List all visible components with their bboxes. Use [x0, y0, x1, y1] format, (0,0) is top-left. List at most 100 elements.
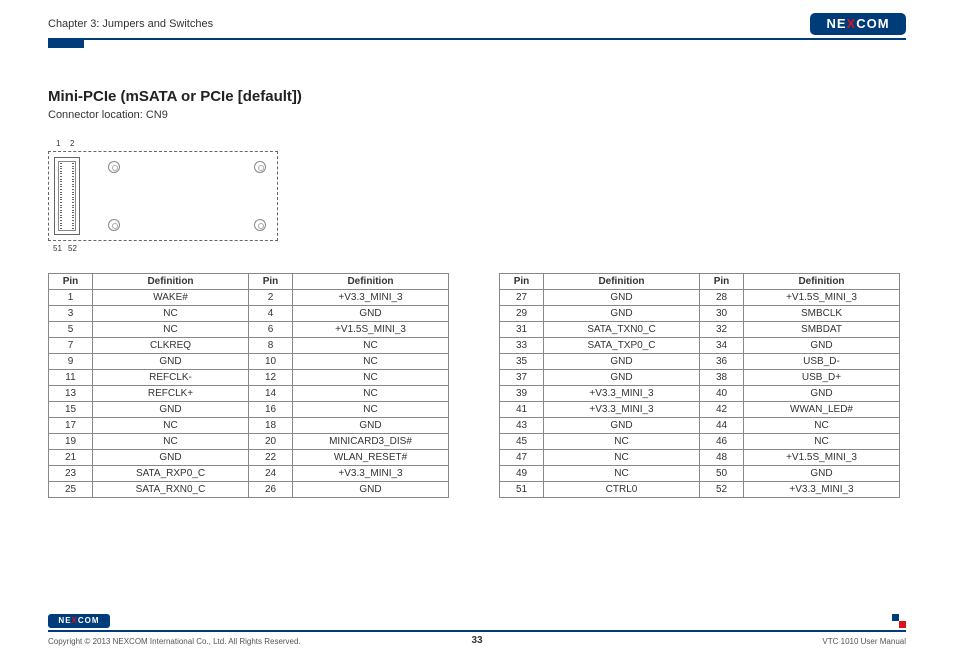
th-def: Definition	[544, 274, 700, 290]
pin-cell: 48	[700, 450, 744, 466]
def-cell: GND	[744, 466, 900, 482]
logo-x: X	[847, 16, 857, 31]
def-cell: NC	[293, 370, 449, 386]
def-cell: GND	[93, 402, 249, 418]
pin-label-1: 1	[56, 139, 60, 148]
pin-cell: 52	[700, 482, 744, 498]
header-box	[48, 38, 84, 48]
table-row: 9GND10NC	[49, 354, 449, 370]
def-cell: GND	[93, 450, 249, 466]
table-header-row: Pin Definition Pin Definition	[500, 274, 900, 290]
table-row: 51CTRL052+V3.3_MINI_3	[500, 482, 900, 498]
th-pin: Pin	[49, 274, 93, 290]
page-number: 33	[471, 635, 482, 646]
def-cell: +V3.3_MINI_3	[293, 290, 449, 306]
th-pin: Pin	[700, 274, 744, 290]
def-cell: +V1.5S_MINI_3	[744, 450, 900, 466]
pin-cell: 39	[500, 386, 544, 402]
pin-cell: 13	[49, 386, 93, 402]
pin-cell: 50	[700, 466, 744, 482]
pin-cell: 18	[249, 418, 293, 434]
table-row: 21GND22WLAN_RESET#	[49, 450, 449, 466]
pin-cell: 5	[49, 322, 93, 338]
def-cell: NC	[93, 306, 249, 322]
pin-cell: 12	[249, 370, 293, 386]
pin-cell: 40	[700, 386, 744, 402]
def-cell: NC	[93, 322, 249, 338]
def-cell: GND	[293, 482, 449, 498]
pin-cell: 35	[500, 354, 544, 370]
def-cell: SATA_RXP0_C	[93, 466, 249, 482]
def-cell: WWAN_LED#	[744, 402, 900, 418]
pin-cell: 1	[49, 290, 93, 306]
section-title: Mini-PCIe (mSATA or PCIe [default])	[48, 88, 906, 105]
table-row: 33SATA_TXP0_C34GND	[500, 338, 900, 354]
mount-hole	[108, 219, 120, 231]
pin-cell: 32	[700, 322, 744, 338]
def-cell: +V1.5S_MINI_3	[293, 322, 449, 338]
def-cell: +V1.5S_MINI_3	[744, 290, 900, 306]
pin-table-right: Pin Definition Pin Definition 27GND28+V1…	[499, 273, 900, 498]
def-cell: SATA_TXN0_C	[544, 322, 700, 338]
th-pin: Pin	[249, 274, 293, 290]
def-cell: USB_D-	[744, 354, 900, 370]
pin-table-left: Pin Definition Pin Definition 1WAKE#2+V3…	[48, 273, 449, 498]
def-cell: REFCLK-	[93, 370, 249, 386]
table-row: 23SATA_RXP0_C24+V3.3_MINI_3	[49, 466, 449, 482]
def-cell: SMBDAT	[744, 322, 900, 338]
copyright-text: Copyright © 2013 NEXCOM International Co…	[48, 637, 301, 646]
tables-row: Pin Definition Pin Definition 1WAKE#2+V3…	[48, 273, 906, 498]
table-row: 31SATA_TXN0_C32SMBDAT	[500, 322, 900, 338]
logo-ne: NE	[58, 616, 71, 625]
pin-cell: 9	[49, 354, 93, 370]
mount-hole	[108, 161, 120, 173]
def-cell: GND	[544, 370, 700, 386]
table-row: 13REFCLK+14NC	[49, 386, 449, 402]
def-cell: NC	[544, 434, 700, 450]
table-row: 19NC20MINICARD3_DIS#	[49, 434, 449, 450]
pin-cell: 41	[500, 402, 544, 418]
pin-cell: 42	[700, 402, 744, 418]
def-cell: NC	[744, 434, 900, 450]
diagram-outline	[48, 151, 278, 241]
table-row: 1WAKE#2+V3.3_MINI_3	[49, 290, 449, 306]
pin-cell: 15	[49, 402, 93, 418]
def-cell: NC	[293, 338, 449, 354]
pin-cell: 4	[249, 306, 293, 322]
def-cell: SATA_RXN0_C	[93, 482, 249, 498]
def-cell: NC	[544, 466, 700, 482]
pin-cell: 27	[500, 290, 544, 306]
def-cell: GND	[544, 354, 700, 370]
def-cell: GND	[293, 306, 449, 322]
table-row: 5NC6+V1.5S_MINI_3	[49, 322, 449, 338]
def-cell: GND	[544, 306, 700, 322]
section-subtitle: Connector location: CN9	[48, 109, 906, 121]
table-row: 7CLKREQ8NC	[49, 338, 449, 354]
table-row: 11REFCLK-12NC	[49, 370, 449, 386]
def-cell: NC	[93, 434, 249, 450]
pin-col-1	[60, 163, 62, 229]
th-def: Definition	[93, 274, 249, 290]
def-cell: WAKE#	[93, 290, 249, 306]
pin-col-2	[72, 163, 74, 229]
def-cell: NC	[744, 418, 900, 434]
def-cell: GND	[93, 354, 249, 370]
pin-cell: 17	[49, 418, 93, 434]
def-cell: WLAN_RESET#	[293, 450, 449, 466]
nexcom-logo: NEXCOM	[810, 13, 906, 35]
table-header-row: Pin Definition Pin Definition	[49, 274, 449, 290]
left-tbody: 1WAKE#2+V3.3_MINI_33NC4GND5NC6+V1.5S_MIN…	[49, 290, 449, 498]
pin-cell: 19	[49, 434, 93, 450]
table-row: 3NC4GND	[49, 306, 449, 322]
pin-cell: 3	[49, 306, 93, 322]
pin-cell: 23	[49, 466, 93, 482]
pin-cell: 45	[500, 434, 544, 450]
def-cell: REFCLK+	[93, 386, 249, 402]
table-row: 45NC46NC	[500, 434, 900, 450]
footer-deco-icon	[892, 614, 906, 628]
def-cell: GND	[744, 386, 900, 402]
chapter-title: Chapter 3: Jumpers and Switches	[48, 18, 906, 30]
def-cell: NC	[293, 402, 449, 418]
table-row: 15GND16NC	[49, 402, 449, 418]
pin-cell: 30	[700, 306, 744, 322]
